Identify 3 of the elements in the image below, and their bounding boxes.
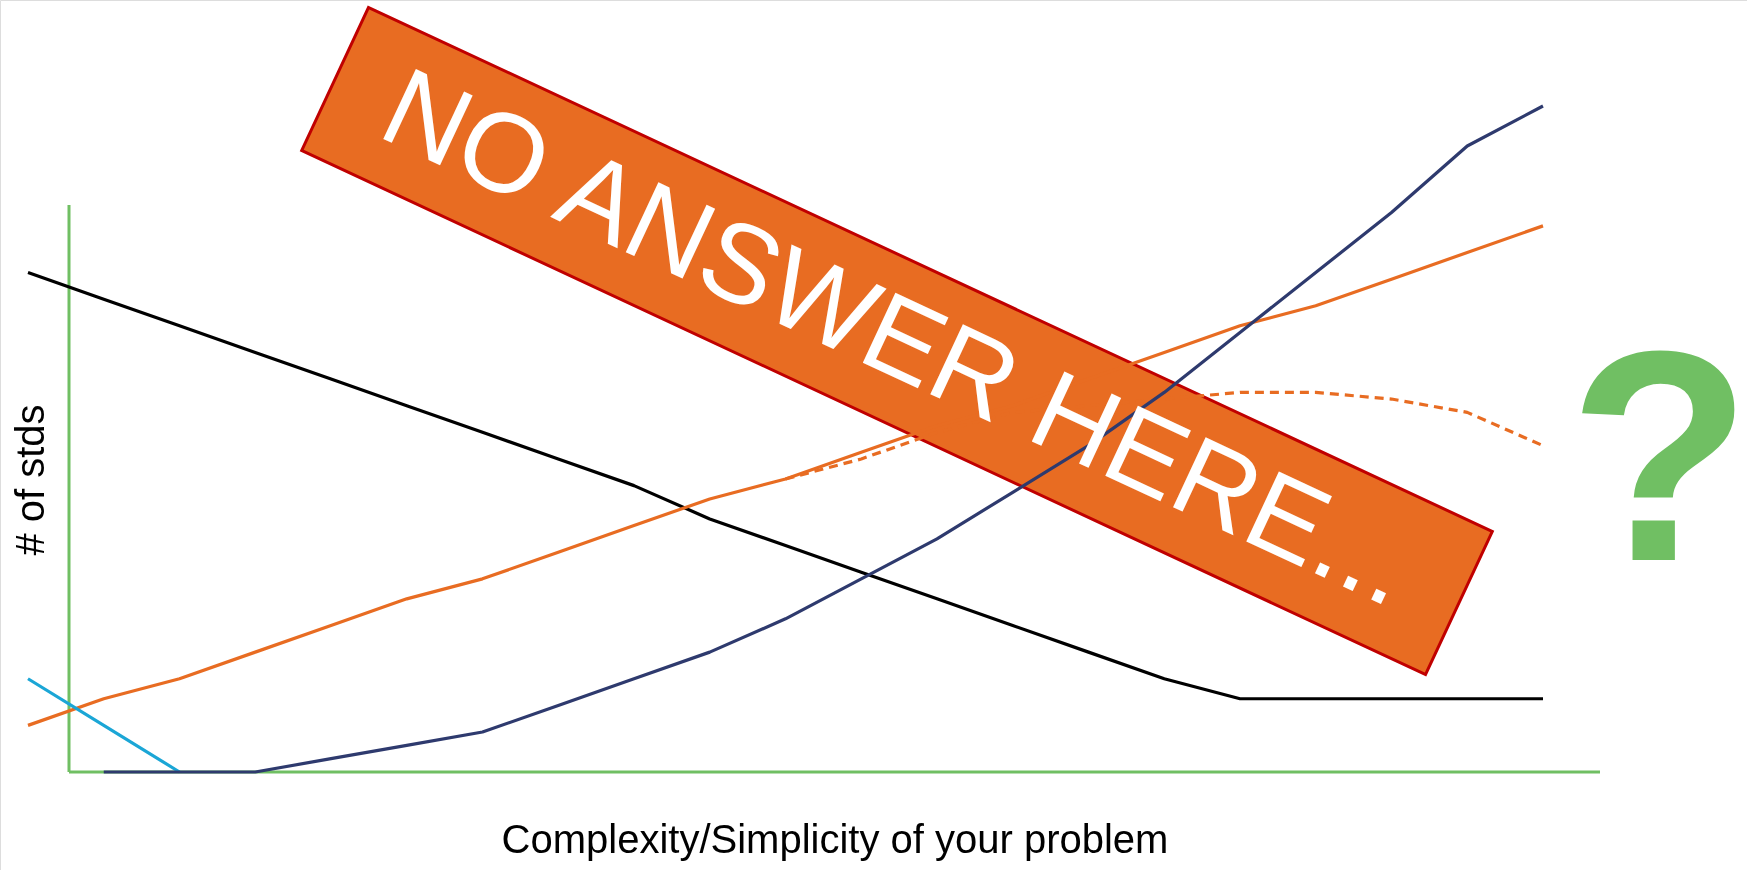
y-axis-title: # of stds <box>8 404 52 556</box>
annotation: ? <box>1568 288 1747 624</box>
x-axis-title: Complexity/Simplicity of your problem <box>501 817 1169 861</box>
